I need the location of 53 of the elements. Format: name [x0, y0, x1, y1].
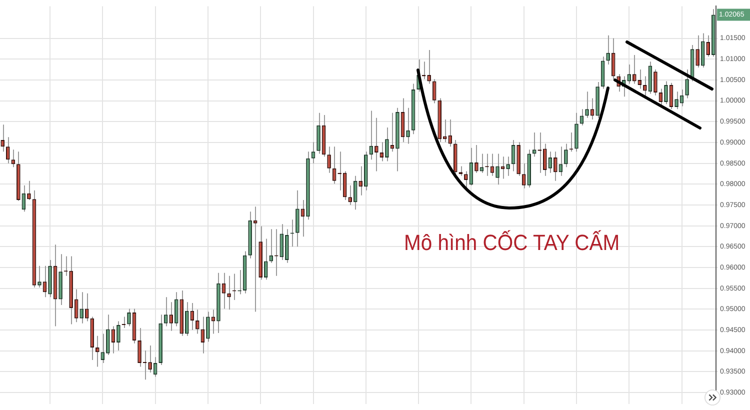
- candlestick: [406, 107, 410, 144]
- candlestick: [353, 175, 358, 210]
- candlestick: [269, 228, 274, 264]
- candlestick: [6, 136, 10, 164]
- candlestick: [27, 180, 31, 200]
- candlestick: [554, 151, 558, 182]
- candlestick: [206, 311, 210, 342]
- candlestick: [474, 144, 478, 174]
- candlestick: [227, 275, 231, 310]
- candlestick: [122, 316, 126, 328]
- candlestick: [174, 292, 178, 327]
- candlestick: [296, 190, 300, 248]
- candlestick: [211, 309, 216, 334]
- candlestick: [80, 292, 84, 324]
- candlestick: [38, 265, 42, 288]
- candlestick: [606, 34, 610, 66]
- candlestick: [464, 170, 468, 188]
- candlestick: [627, 64, 632, 84]
- candlestick: [184, 302, 189, 336]
- candlestick: [585, 91, 589, 118]
- candlestick: [106, 314, 110, 356]
- candlestick: [385, 126, 389, 162]
- candlestick: [116, 320, 120, 351]
- candlestick: [506, 156, 510, 176]
- candlestick: [664, 80, 668, 105]
- candlestick: [574, 112, 578, 152]
- candlestick: [138, 327, 142, 368]
- candlestick: [148, 344, 152, 374]
- candlestick: [564, 143, 568, 168]
- candlestick: [706, 34, 710, 58]
- candlestick: [496, 153, 500, 186]
- candlestick: [427, 49, 431, 84]
- candlestick: [448, 119, 452, 148]
- candlestick: [674, 91, 678, 110]
- candlestick: [632, 54, 636, 84]
- candlestick: [169, 302, 174, 332]
- candlestick: [264, 238, 268, 280]
- candlestick: [285, 228, 289, 264]
- candlestick: [696, 34, 700, 68]
- candlestick: [0, 124, 5, 152]
- annotation: Mô hình CỐC TAY CẤM: [404, 230, 620, 256]
- candlestick: [532, 132, 536, 158]
- candlestick: [327, 146, 331, 174]
- candlestick: [95, 335, 100, 368]
- candlestick: [374, 117, 378, 172]
- candlestick: [348, 184, 352, 206]
- candlestick: [127, 308, 131, 327]
- candlestick: [196, 309, 200, 334]
- candlestick: [654, 69, 658, 96]
- candlestick: [84, 292, 89, 322]
- candlestick: [358, 166, 363, 196]
- candlestick: [142, 350, 147, 380]
- candlestick: [685, 69, 689, 99]
